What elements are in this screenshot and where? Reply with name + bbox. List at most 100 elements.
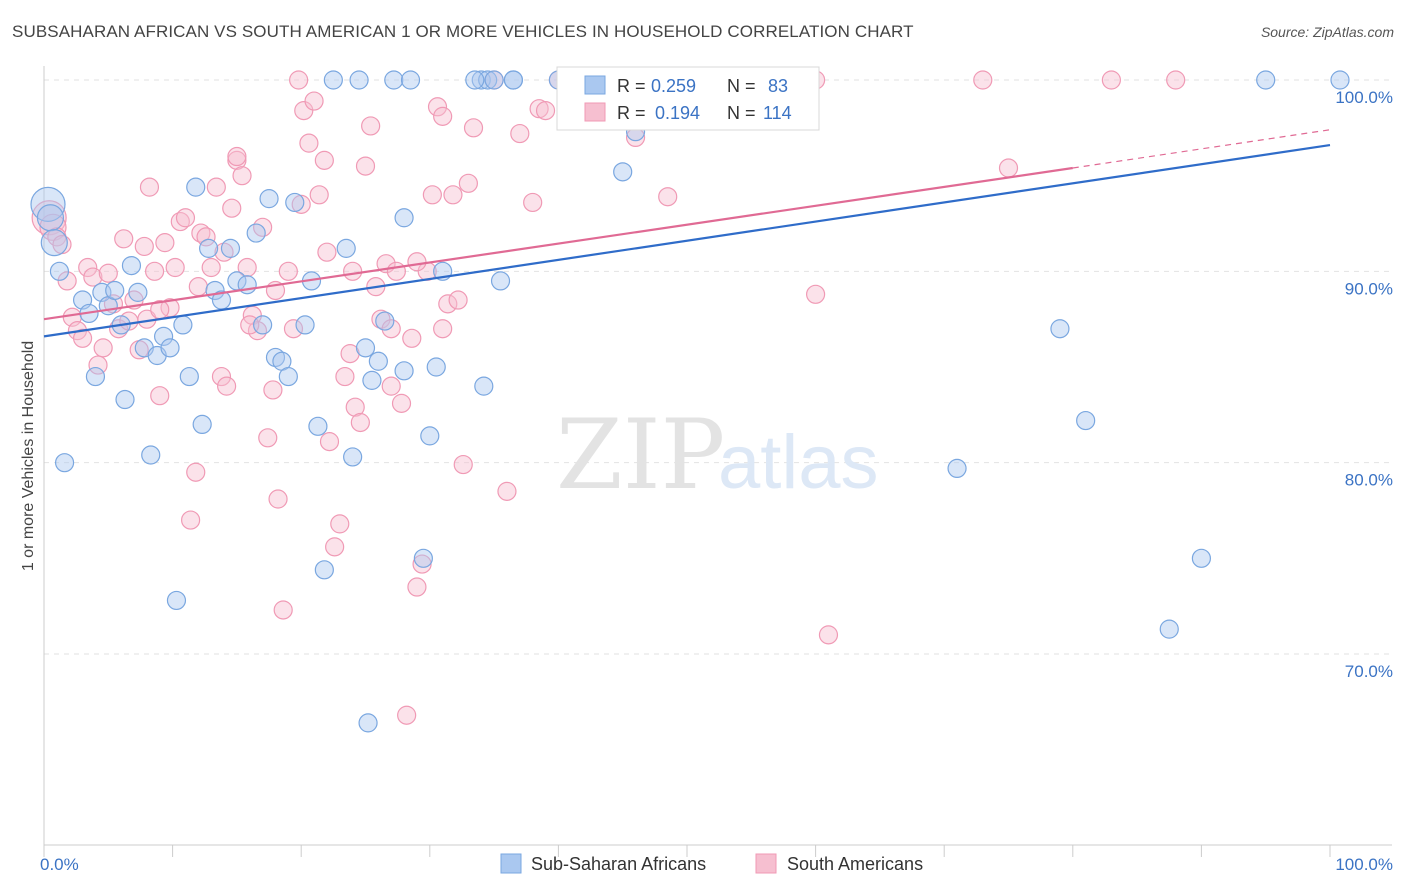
- data-point-south-american: [453, 454, 473, 475]
- data-point-south-american: [78, 257, 98, 278]
- data-point-sub-saharan: [115, 389, 135, 410]
- data-point-south-american: [273, 600, 293, 620]
- data-point-sub-saharan: [484, 70, 504, 90]
- data-point-south-american: [283, 319, 304, 339]
- data-point-south-american: [88, 355, 108, 375]
- data-point-south-american: [1166, 70, 1186, 90]
- legend-n-value: 83: [768, 76, 788, 96]
- data-point-south-american: [309, 185, 329, 205]
- data-point-south-american: [304, 91, 324, 111]
- data-point-south-american: [57, 271, 77, 291]
- data-point-south-american: [186, 462, 206, 482]
- data-point-sub-saharan: [54, 453, 75, 473]
- bottom-legend-swatch-blue: [500, 853, 522, 874]
- data-point-sub-saharan: [394, 208, 414, 228]
- data-point-south-american: [155, 233, 175, 253]
- data-point-south-american: [818, 625, 839, 645]
- data-point-south-american: [237, 257, 257, 278]
- data-point-south-american: [397, 705, 417, 725]
- data-point-south-american: [443, 185, 463, 205]
- data-point-south-american: [134, 236, 154, 257]
- data-point-sub-saharan: [1256, 70, 1276, 90]
- data-point-sub-saharan: [199, 238, 219, 258]
- watermark: ZIP atlas: [556, 399, 879, 511]
- y-tick-label: 90.0%: [1345, 279, 1393, 298]
- bottom-legend-swatch-pink: [755, 853, 777, 874]
- axes: [43, 66, 1392, 857]
- data-point-south-american: [335, 366, 355, 387]
- bottom-legend-label-pink: South Americans: [787, 854, 923, 874]
- data-point-sub-saharan: [420, 426, 440, 446]
- data-point-south-american: [222, 198, 242, 218]
- data-point-south-american: [355, 156, 376, 176]
- data-point-south-american: [433, 319, 453, 339]
- data-point-sub-saharan: [413, 548, 433, 568]
- watermark-zip: ZIP: [556, 399, 725, 511]
- data-point-south-american: [211, 366, 232, 387]
- data-point-sub-saharan: [153, 326, 174, 346]
- data-point-sub-saharan: [1191, 548, 1212, 568]
- data-point-south-american: [381, 319, 401, 339]
- data-point-south-american: [144, 261, 165, 281]
- legend-swatch-blue: [584, 75, 606, 95]
- data-point-sub-saharan: [160, 338, 180, 358]
- data-point-south-american: [381, 376, 401, 396]
- data-point-south-american: [299, 133, 319, 153]
- data-point-south-american: [497, 481, 517, 501]
- data-point-sub-saharan: [278, 366, 298, 387]
- data-point-sub-saharan: [368, 351, 388, 371]
- data-point-sub-saharan: [1050, 319, 1070, 339]
- data-point-sub-saharan: [166, 590, 187, 611]
- data-point-sub-saharan: [375, 311, 395, 331]
- data-point-south-american: [458, 173, 478, 193]
- data-point-south-american: [325, 537, 345, 557]
- data-point-sub-saharan: [613, 162, 633, 182]
- series-south-americans: [31, 70, 1186, 725]
- data-point-south-american: [191, 223, 211, 243]
- data-point-sub-saharan: [295, 315, 315, 335]
- data-point-south-american: [463, 118, 484, 138]
- watermark-atlas: atlas: [718, 420, 879, 505]
- data-point-sub-saharan: [1159, 619, 1179, 639]
- data-point-south-american: [93, 338, 113, 358]
- data-point-sub-saharan: [426, 357, 446, 377]
- data-point-sub-saharan: [49, 261, 70, 281]
- data-point-south-american: [227, 146, 247, 167]
- chart-source: Source: ZipAtlas.com: [1260, 24, 1394, 40]
- y-tick-label: 100.0%: [1335, 88, 1393, 107]
- data-point-south-american: [263, 380, 283, 400]
- data-point-sub-saharan: [503, 70, 523, 90]
- data-point-south-american: [139, 177, 160, 197]
- data-point-south-american: [805, 284, 826, 304]
- data-point-south-american: [407, 252, 427, 272]
- data-point-sub-saharan: [192, 414, 212, 434]
- data-point-south-american: [350, 412, 370, 433]
- data-point-sub-saharan: [173, 315, 193, 335]
- data-point-south-american: [319, 432, 340, 452]
- trend-lines: [43, 129, 1331, 338]
- data-point-south-american: [294, 101, 314, 121]
- data-point-south-american: [232, 166, 252, 186]
- data-point-sub-saharan: [285, 192, 305, 213]
- trend-line-south-american-extension: [1072, 129, 1331, 169]
- data-point-sub-saharan: [105, 280, 125, 301]
- data-point-south-american: [247, 321, 268, 341]
- data-point-sub-saharan: [314, 560, 334, 580]
- legend: R = 0.259 N = 83 R = 0.194 N = 114: [556, 66, 820, 131]
- data-point-south-american: [345, 397, 365, 417]
- data-point-sub-saharan: [343, 447, 363, 467]
- data-point-sub-saharan: [474, 376, 494, 396]
- data-point-south-american: [448, 290, 468, 310]
- data-point-sub-saharan: [186, 177, 206, 197]
- data-point-south-american: [510, 123, 530, 144]
- data-point-sub-saharan: [121, 255, 142, 276]
- data-point-south-american: [402, 328, 422, 348]
- bottom-legend: Sub-Saharan Africans South Americans: [500, 853, 923, 874]
- data-point-south-american: [98, 263, 118, 283]
- data-point-south-american: [361, 116, 381, 136]
- data-point-south-american: [83, 267, 103, 287]
- data-point-sub-saharan: [394, 361, 414, 381]
- legend-r-label: R =: [617, 103, 646, 123]
- data-point-south-american: [427, 97, 448, 117]
